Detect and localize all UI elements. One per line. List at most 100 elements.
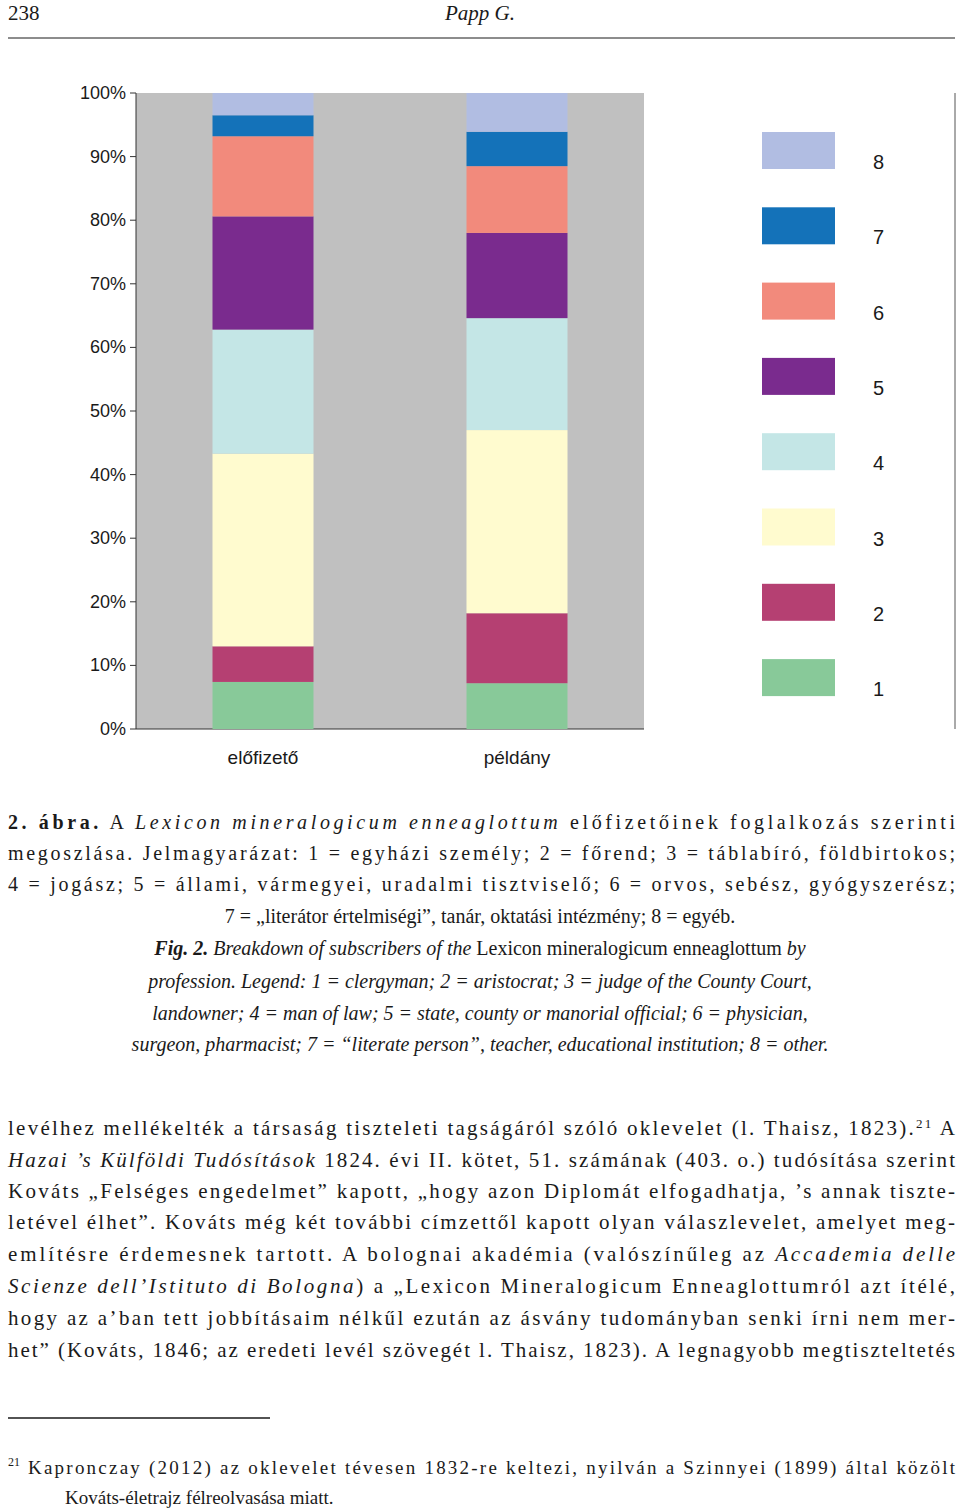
caption-line: profession. Legend: 1 = clergyman; 2 = a… [146,970,811,993]
plot-area [136,93,644,729]
bar-segment [213,93,314,115]
bar-segment [213,216,314,329]
caption-line: 4 = jogász; 5 = állami, vármegyei, urada… [8,873,955,896]
body-line: levélhez mellékelték a társaság tisztele… [8,1116,956,1141]
legend-label: 1 [873,678,884,700]
text-run: 2. ábra. [8,811,98,833]
text-run: Lexicon mineralogicum enneaglottum [476,937,782,960]
legend-swatch [762,132,835,169]
text-run: Lexicon mineralogicum enneaglottum [134,811,558,834]
text-run: landowner; 4 = man of law; 5 = state, co… [152,1002,807,1025]
y-tick [130,474,136,475]
text-run: említésre érdemesnek tartott. A bolognai… [8,1242,772,1266]
text-run: hogy az a’ban tett jobbításaim nélkűl ez… [8,1306,955,1330]
y-tick-label: 100% [80,83,126,103]
bar-segment [467,683,568,729]
footnote-rule [8,1417,270,1419]
y-tick [130,347,136,348]
text-run: profession. Legend: 1 = clergyman; 2 = a… [146,970,811,993]
legend-label: 3 [873,528,884,550]
text-run: Hazai ’s Külföldi Tudósítások [7,1148,315,1172]
y-tick-label: 50% [90,401,126,421]
legend-label: 7 [873,226,884,248]
text-run: by [782,937,806,960]
text-run: Scienze dell’Istituto di Bologna [8,1274,354,1298]
legend-swatch [762,659,835,696]
body-line: említésre érdemesnek tartott. A bolognai… [8,1242,955,1266]
text-run: A [933,1116,955,1140]
y-tick [130,729,136,730]
caption-line: surgeon, pharmacist; 7 = “literate perso… [132,1033,829,1056]
legend-label: 5 [873,377,884,399]
y-tick-label: 70% [90,274,126,294]
running-head: Papp G. [444,1,515,25]
bar-segment [467,613,568,683]
page: 238Papp G.0%10%20%30%40%50%60%70%80%90%1… [0,0,960,1510]
y-tick [130,93,136,94]
bar-segment [213,682,314,729]
y-tick-label: 40% [90,465,126,485]
y-tick-label: 60% [90,337,126,357]
text-run: Kapronczay (2012) az oklevelet tévesen 1… [28,1457,956,1479]
chart-frame [955,93,956,729]
bar-segment [213,454,314,647]
y-tick-label: 10% [90,655,126,675]
bar-segment [467,93,568,132]
bar-segment [467,430,568,613]
legend: 87654321 [762,132,884,700]
legend-swatch [762,283,835,320]
text-run: levélhez mellékelték a társaság tisztele… [8,1116,914,1140]
legend-label: 8 [873,151,884,173]
legend-swatch [762,509,835,546]
caption-line: Fig. 2. Breakdown of subscribers of the … [153,937,806,960]
bars [213,93,568,729]
caption-line: 7 = „literátor értelmiségi”, tanár, okta… [225,905,735,928]
legend-swatch [762,433,835,470]
bar-segment [467,132,568,166]
x-axis [136,729,644,730]
text-run: Accademia delle [773,1242,955,1266]
bar-segment [213,136,314,216]
page-number: 238 [8,1,40,25]
body-line: letével élhet”. Kováts még két további c… [8,1210,955,1234]
text-run: Kováts-életrajz félreolvasása miatt. [65,1487,334,1508]
body-line: Hazai ’s Külföldi Tudósítások 1824. évi … [7,1148,955,1172]
legend-swatch [762,207,835,244]
footnote-mark: 21 [8,1455,20,1469]
body-line: Scienze dell’Istituto di Bologna) a „Lex… [8,1274,955,1298]
text-run: het” (Kováts, 1846; az eredeti levél szö… [8,1338,955,1362]
y-tick [130,156,136,157]
body-line: hogy az a’ban tett jobbításaim nélkűl ez… [8,1306,955,1330]
text-run: Breakdown of subscribers of the [208,937,476,960]
x-tick-label: példány [484,747,551,768]
bar-segment [213,646,314,682]
text-run: 1824. évi II. kötet, 51. számának (403. … [317,1148,955,1172]
y-tick [130,538,136,539]
legend-label: 4 [873,452,884,474]
legend-swatch [762,584,835,621]
y-tick [130,665,136,666]
text-run: előfizetőinek foglalkozás szerinti [561,811,955,834]
text-run: 7 = „literátor értelmiségi”, tanár, okta… [225,905,735,928]
y-tick [130,220,136,221]
legend-label: 2 [873,603,884,625]
text-run: Fig. 2. [153,937,208,960]
text-run: Kováts „Felséges engedelmet” kapott, „ho… [8,1179,955,1203]
header-rule [8,38,955,39]
text-run: 4 = jogász; 5 = állami, vármegyei, urada… [8,873,955,896]
legend-swatch [762,358,835,395]
y-tick-label: 90% [90,147,126,167]
y-tick [130,601,136,602]
bar-segment [467,233,568,318]
body-line: Kováts „Felséges engedelmet” kapott, „ho… [8,1179,955,1203]
y-tick-label: 80% [90,210,126,230]
x-tick-label: előfizető [228,747,299,768]
text-run: ) a „Lexicon Mineralogicum Enneaglottumr… [356,1274,955,1298]
text-run: A [102,811,131,833]
text-run: letével élhet”. Kováts még két további c… [8,1210,955,1234]
bar-segment [213,115,314,136]
page-background [0,0,960,1510]
y-tick-label: 20% [90,592,126,612]
text-run: 21 [916,1116,931,1131]
footnote-line: Kapronczay (2012) az oklevelet tévesen 1… [28,1457,956,1479]
